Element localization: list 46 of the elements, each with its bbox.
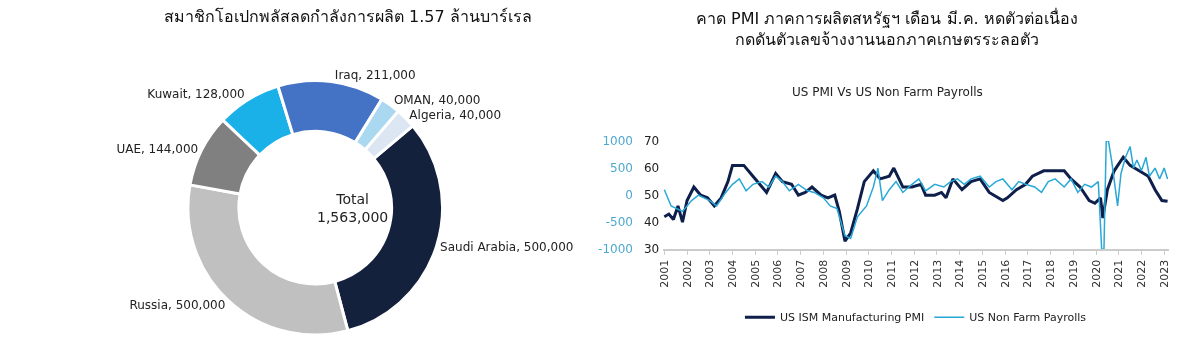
x-tick-label: 2016 bbox=[998, 259, 1012, 288]
y-tick-label: 60 bbox=[643, 161, 660, 176]
slice-label: Russia, 500,000 bbox=[129, 297, 226, 312]
x-tick-label: 2011 bbox=[885, 259, 899, 288]
x-tick-label: 2005 bbox=[748, 259, 762, 288]
y-tick-label: 30 bbox=[643, 242, 660, 257]
y2-tick-label: -1000 bbox=[598, 242, 633, 257]
x-tick-label: 2015 bbox=[975, 259, 989, 288]
y-tick-label: 40 bbox=[643, 215, 660, 230]
text: Total 1,563,000 bbox=[317, 191, 389, 226]
x-tick-label: 2008 bbox=[816, 259, 830, 288]
legend-label: US ISM Manufacturing PMI bbox=[779, 311, 925, 325]
x-tick-label: 2020 bbox=[1089, 259, 1103, 288]
x-tick-label: 2004 bbox=[726, 259, 740, 288]
x-tick-label: 2010 bbox=[862, 259, 876, 288]
x-tick-label: 2019 bbox=[1066, 259, 1080, 288]
chart-subtitle: US PMI Vs US Non Farm Payrolls bbox=[792, 85, 983, 99]
x-tick-label: 2001 bbox=[657, 259, 671, 288]
slice-label: Kuwait, 128,000 bbox=[147, 87, 245, 102]
slice-label: Iraq, 211,000 bbox=[334, 67, 416, 82]
y2-tick-label: 500 bbox=[610, 161, 633, 176]
slice-label: Saudi Arabia, 500,000 bbox=[440, 239, 574, 254]
x-tick-label: 2003 bbox=[703, 259, 717, 288]
chart-title: คาด PMI ภาคการผลิตสหรัฐฯ เดือน มี.ค. หดตัวต่อเนื่อง กดดันตัวเลขจ้างงานนอกภาคเกษตรระลอตัว bbox=[696, 7, 1078, 49]
x-tick-label: 2013 bbox=[930, 259, 944, 288]
x-tick-label: 2023 bbox=[1157, 259, 1171, 288]
x-tick-label: 2017 bbox=[1021, 259, 1035, 288]
y2-tick-label: 1000 bbox=[602, 134, 633, 149]
y2-tick-label: 0 bbox=[625, 188, 633, 203]
slice-label: UAE, 144,000 bbox=[116, 141, 199, 156]
slice-label: Algeria, 40,000 bbox=[409, 107, 502, 122]
y-tick-label: 50 bbox=[643, 188, 660, 203]
y2-tick-label: -500 bbox=[605, 215, 633, 230]
slice-label: OMAN, 40,000 bbox=[393, 93, 481, 108]
x-tick-label: 2006 bbox=[771, 259, 785, 288]
x-tick-label: 2014 bbox=[953, 259, 967, 288]
legend-label: US Non Farm Payrolls bbox=[969, 311, 1087, 325]
x-tick-label: 2007 bbox=[794, 259, 808, 288]
x-tick-label: 2009 bbox=[839, 259, 853, 288]
chart-title: สมาชิกโอเปกพลัสลดกำลังการผลิต 1.57 ล้านบาร์เรล bbox=[164, 7, 532, 26]
x-tick-label: 2018 bbox=[1044, 259, 1058, 288]
y-tick-label: 70 bbox=[643, 134, 660, 149]
x-tick-label: 2012 bbox=[907, 259, 921, 288]
x-tick-label: 2022 bbox=[1135, 259, 1149, 288]
x-tick-label: 2021 bbox=[1112, 259, 1126, 288]
x-tick-label: 2002 bbox=[680, 259, 694, 288]
